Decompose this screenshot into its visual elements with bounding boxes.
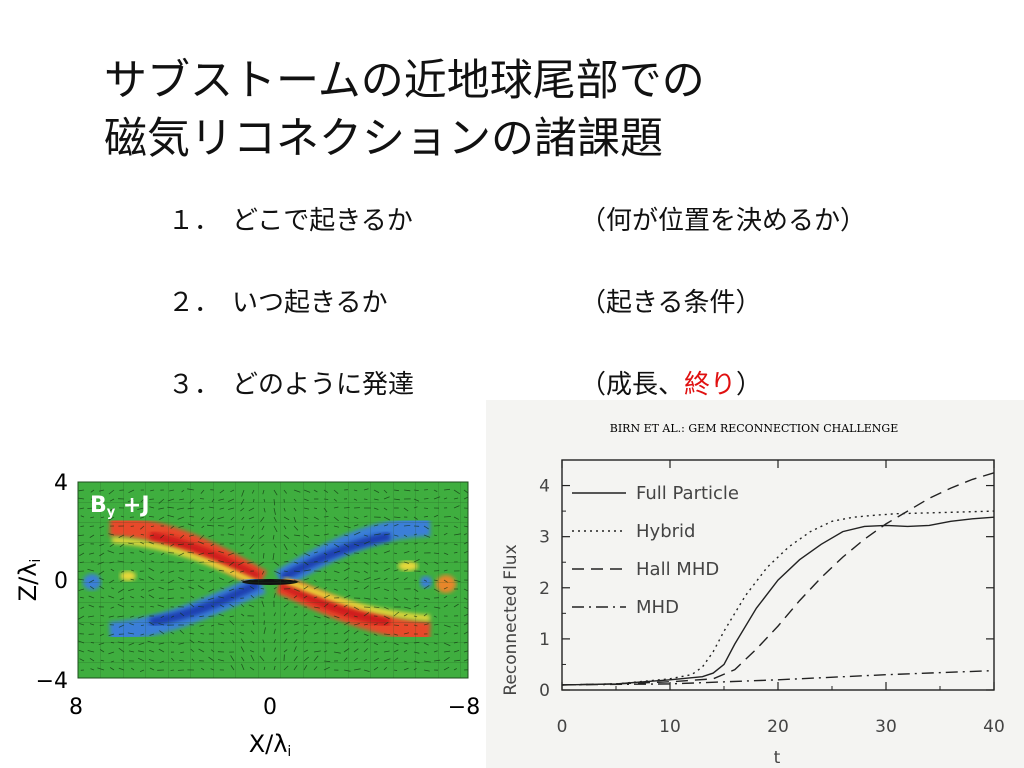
title-line-1: サブストームの近地球尾部での (104, 56, 705, 106)
legend-label: MHD (636, 597, 679, 618)
chart-series (561, 472, 995, 686)
item-2-question: いつ起きるか (232, 288, 388, 318)
x-tick-label: 0 (557, 717, 568, 737)
item-1-note: （何が位置を決めるか） (580, 206, 867, 236)
x-tick-label: 30 (875, 717, 897, 737)
series-line-full-particle (561, 516, 995, 686)
sim-field-bands (78, 482, 468, 678)
item-3-note-open: （成長、 (580, 370, 685, 400)
item-3-question: どのように発達 (232, 370, 415, 400)
sim-ytick-top: 4 (54, 471, 68, 496)
simulation-figure: By +J 4 0 −4 8 0 −8 X/λi Z/λi (14, 471, 480, 760)
item-3-note-highlight: 終り (684, 370, 737, 400)
legend-label: Hall MHD (636, 559, 719, 580)
sim-xtick-left: 8 (69, 695, 83, 720)
item-3-note: （成長、終り） (580, 364, 762, 401)
sim-xtick-right: −8 (448, 695, 480, 720)
sim-xlabel: X/λi (249, 730, 292, 760)
x-tick-label: 10 (659, 717, 681, 737)
item-3-number: ３． (168, 370, 221, 400)
item-1-number: １． (168, 206, 221, 236)
item-1-question: どこで起きるか (232, 206, 413, 236)
sim-ylabel: Z/λi (14, 559, 44, 602)
chart-legend: Full Particle Hybrid Hall MHD MHD (572, 483, 739, 618)
x-tick-label: 40 (983, 717, 1005, 737)
x-tick-label: 20 (767, 717, 789, 737)
sim-ytick-mid: 0 (54, 569, 68, 594)
y-tick-label: 1 (539, 630, 550, 650)
sim-panel-frame (77, 481, 469, 679)
chart-header: BIRN ET AL.: GEM RECONNECTION CHALLENGE (610, 422, 899, 435)
sim-panel-label: By +J (90, 493, 150, 520)
sim-grid (78, 482, 468, 678)
item-2-note: （起きる条件） (580, 288, 762, 318)
legend-label: Hybrid (636, 521, 695, 542)
y-tick-label: 3 (539, 528, 550, 548)
sim-xtick-mid: 0 (263, 695, 277, 720)
sim-ytick-bottom: −4 (36, 669, 68, 694)
title-line-2: 磁気リコネクションの諸課題 (104, 114, 663, 164)
chart-ticks: 0 10 20 30 40 0 1 2 3 4 (539, 460, 1005, 737)
slide-title: サブストームの近地球尾部での 磁気リコネクションの諸課題 (104, 52, 705, 168)
y-tick-label: 0 (539, 681, 550, 701)
item-2-number: ２． (168, 288, 221, 318)
series-line-mhd (561, 669, 995, 686)
y-tick-label: 2 (539, 579, 550, 599)
chart-xlabel: t (774, 748, 781, 768)
series-line-hall-mhd (561, 472, 995, 686)
legend-label: Full Particle (636, 483, 739, 504)
y-tick-label: 4 (539, 477, 550, 497)
reconnected-flux-chart: BIRN ET AL.: GEM RECONNECTION CHALLENGE … (486, 400, 1024, 768)
chart-ylabel: Reconnected Flux (501, 544, 521, 695)
item-3-note-close: ） (736, 370, 763, 400)
